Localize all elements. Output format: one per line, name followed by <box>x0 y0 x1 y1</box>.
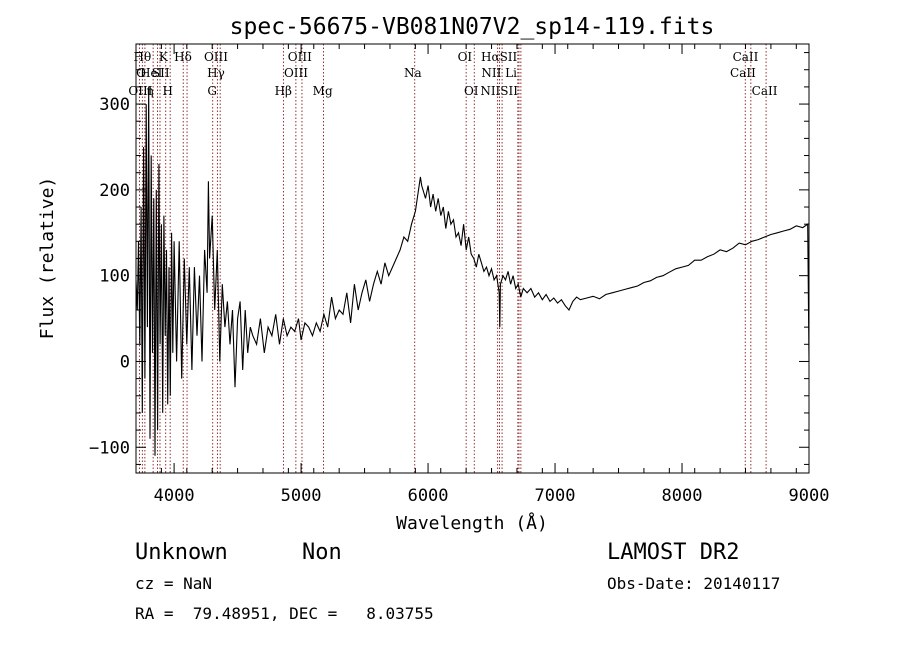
object-subclass: Non <box>302 540 342 565</box>
spectral-line-label: O <box>136 66 146 80</box>
y-axis-ticks: −100 0 100 200 300 <box>89 52 809 465</box>
spectral-line-label: CaII <box>730 66 756 80</box>
y-tick-label: 100 <box>99 267 130 287</box>
spectrum-data <box>135 86 810 456</box>
y-tick-label: −100 <box>89 438 130 458</box>
spectral-line-label: Hδ <box>174 50 192 64</box>
spectral-line-label: Hγ <box>207 66 225 80</box>
x-axis-ticks: 4000 5000 6000 7000 8000 9000 <box>135 44 830 506</box>
spectral-line-label: Hθ <box>133 50 151 64</box>
spectral-line-label: OIII <box>288 50 312 64</box>
y-tick-label: 200 <box>99 181 130 201</box>
survey-name: LAMOST DR2 <box>607 540 739 565</box>
y-tick-label: 300 <box>99 95 130 115</box>
spectral-line-label: HeI <box>140 66 163 80</box>
spectral-line-label: K <box>159 50 169 64</box>
spectral-line-label: OI <box>464 84 479 98</box>
spectral-line-label: OIII <box>128 84 152 98</box>
spectral-line-label: HαSII <box>481 50 518 64</box>
x-tick-label: 7000 <box>535 486 576 506</box>
spectral-line-label: SII <box>152 66 170 80</box>
x-tick-label: 8000 <box>662 486 703 506</box>
spectral-line-label: Hβ <box>275 84 292 98</box>
spectral-line-label: G <box>207 84 217 98</box>
spectral-line-label: Na <box>404 66 422 80</box>
x-tick-label: 6000 <box>408 486 449 506</box>
spectral-line-label: OIII <box>204 50 228 64</box>
object-class: Unknown <box>135 540 228 565</box>
spectral-line-label: OI <box>458 50 473 64</box>
spectral-line-label: NII Li <box>481 66 517 80</box>
chart-title: spec-56675-VB081N07V2_sp14-119.fits <box>230 14 715 40</box>
plot-frame <box>135 43 810 474</box>
spectral-line-label: Mg <box>313 84 333 98</box>
spectral-line-label: CaII <box>733 50 759 64</box>
x-tick-label: 4000 <box>154 486 195 506</box>
spectral-line-label: NIISII <box>480 84 518 98</box>
y-axis-label: Flux (relative) <box>37 177 58 340</box>
spectrum-line <box>135 86 810 456</box>
y-tick-label: 0 <box>120 352 130 372</box>
spectral-line-markers <box>138 44 767 473</box>
x-tick-label: 9000 <box>789 486 830 506</box>
ra-dec-coordinates: RA = 79.48951, DEC = 8.03755 <box>135 604 434 623</box>
spectral-line-label: H <box>163 84 173 98</box>
x-tick-label: 5000 <box>281 486 322 506</box>
redshift-cz: cz = NaN <box>135 574 212 593</box>
spectral-line-label: CaII <box>752 84 778 98</box>
spectral-line-label: OIII <box>284 66 308 80</box>
observation-date: Obs-Date: 20140117 <box>607 574 780 593</box>
x-axis-label: Wavelength (Å) <box>396 512 548 534</box>
spectral-line-label: η <box>146 84 153 98</box>
